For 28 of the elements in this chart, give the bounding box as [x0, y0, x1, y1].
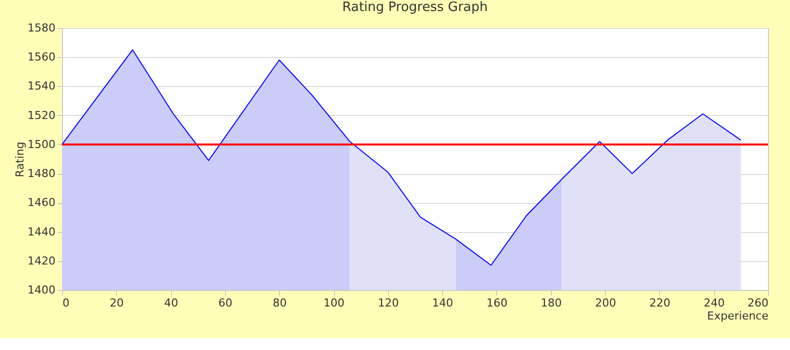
y-tick-label: 1520 [28, 108, 56, 122]
y-tick-label: 1440 [28, 225, 56, 238]
x-tick-label: 260 [748, 296, 768, 310]
x-tick-label: 100 [324, 296, 345, 310]
line-series [62, 49, 742, 266]
y-tick-label: 1420 [28, 254, 56, 268]
x-tick-label: 160 [486, 296, 508, 310]
x-tick-label: 60 [218, 296, 232, 310]
y-tick-label: 1460 [28, 196, 56, 210]
x-tick-label: 20 [110, 296, 124, 310]
x-tick-label: 80 [272, 296, 287, 310]
y-tick-label: 1400 [28, 284, 56, 296]
x-axis-title: Experience [707, 310, 769, 322]
x-tick-label: 40 [164, 296, 178, 310]
y-tick-label: 1480 [28, 167, 56, 180]
x-tick-label: 120 [378, 296, 399, 310]
x-tick-label: 180 [540, 296, 562, 310]
y-tick-label: 1540 [28, 80, 56, 93]
x-tick-label: 220 [649, 296, 670, 310]
x-tick-label: 200 [595, 296, 616, 310]
y-tick-label: 1580 [28, 22, 56, 34]
y-axis-title: Rating [14, 142, 27, 178]
y-tick-label: 1500 [28, 138, 56, 151]
chart-title: Rating Progress Graph [342, 0, 488, 15]
x-tick-label: 240 [704, 296, 725, 310]
x-tick-label: 0 [62, 296, 70, 310]
x-tick-label: 140 [432, 296, 454, 310]
y-tick-label: 1560 [28, 50, 56, 64]
